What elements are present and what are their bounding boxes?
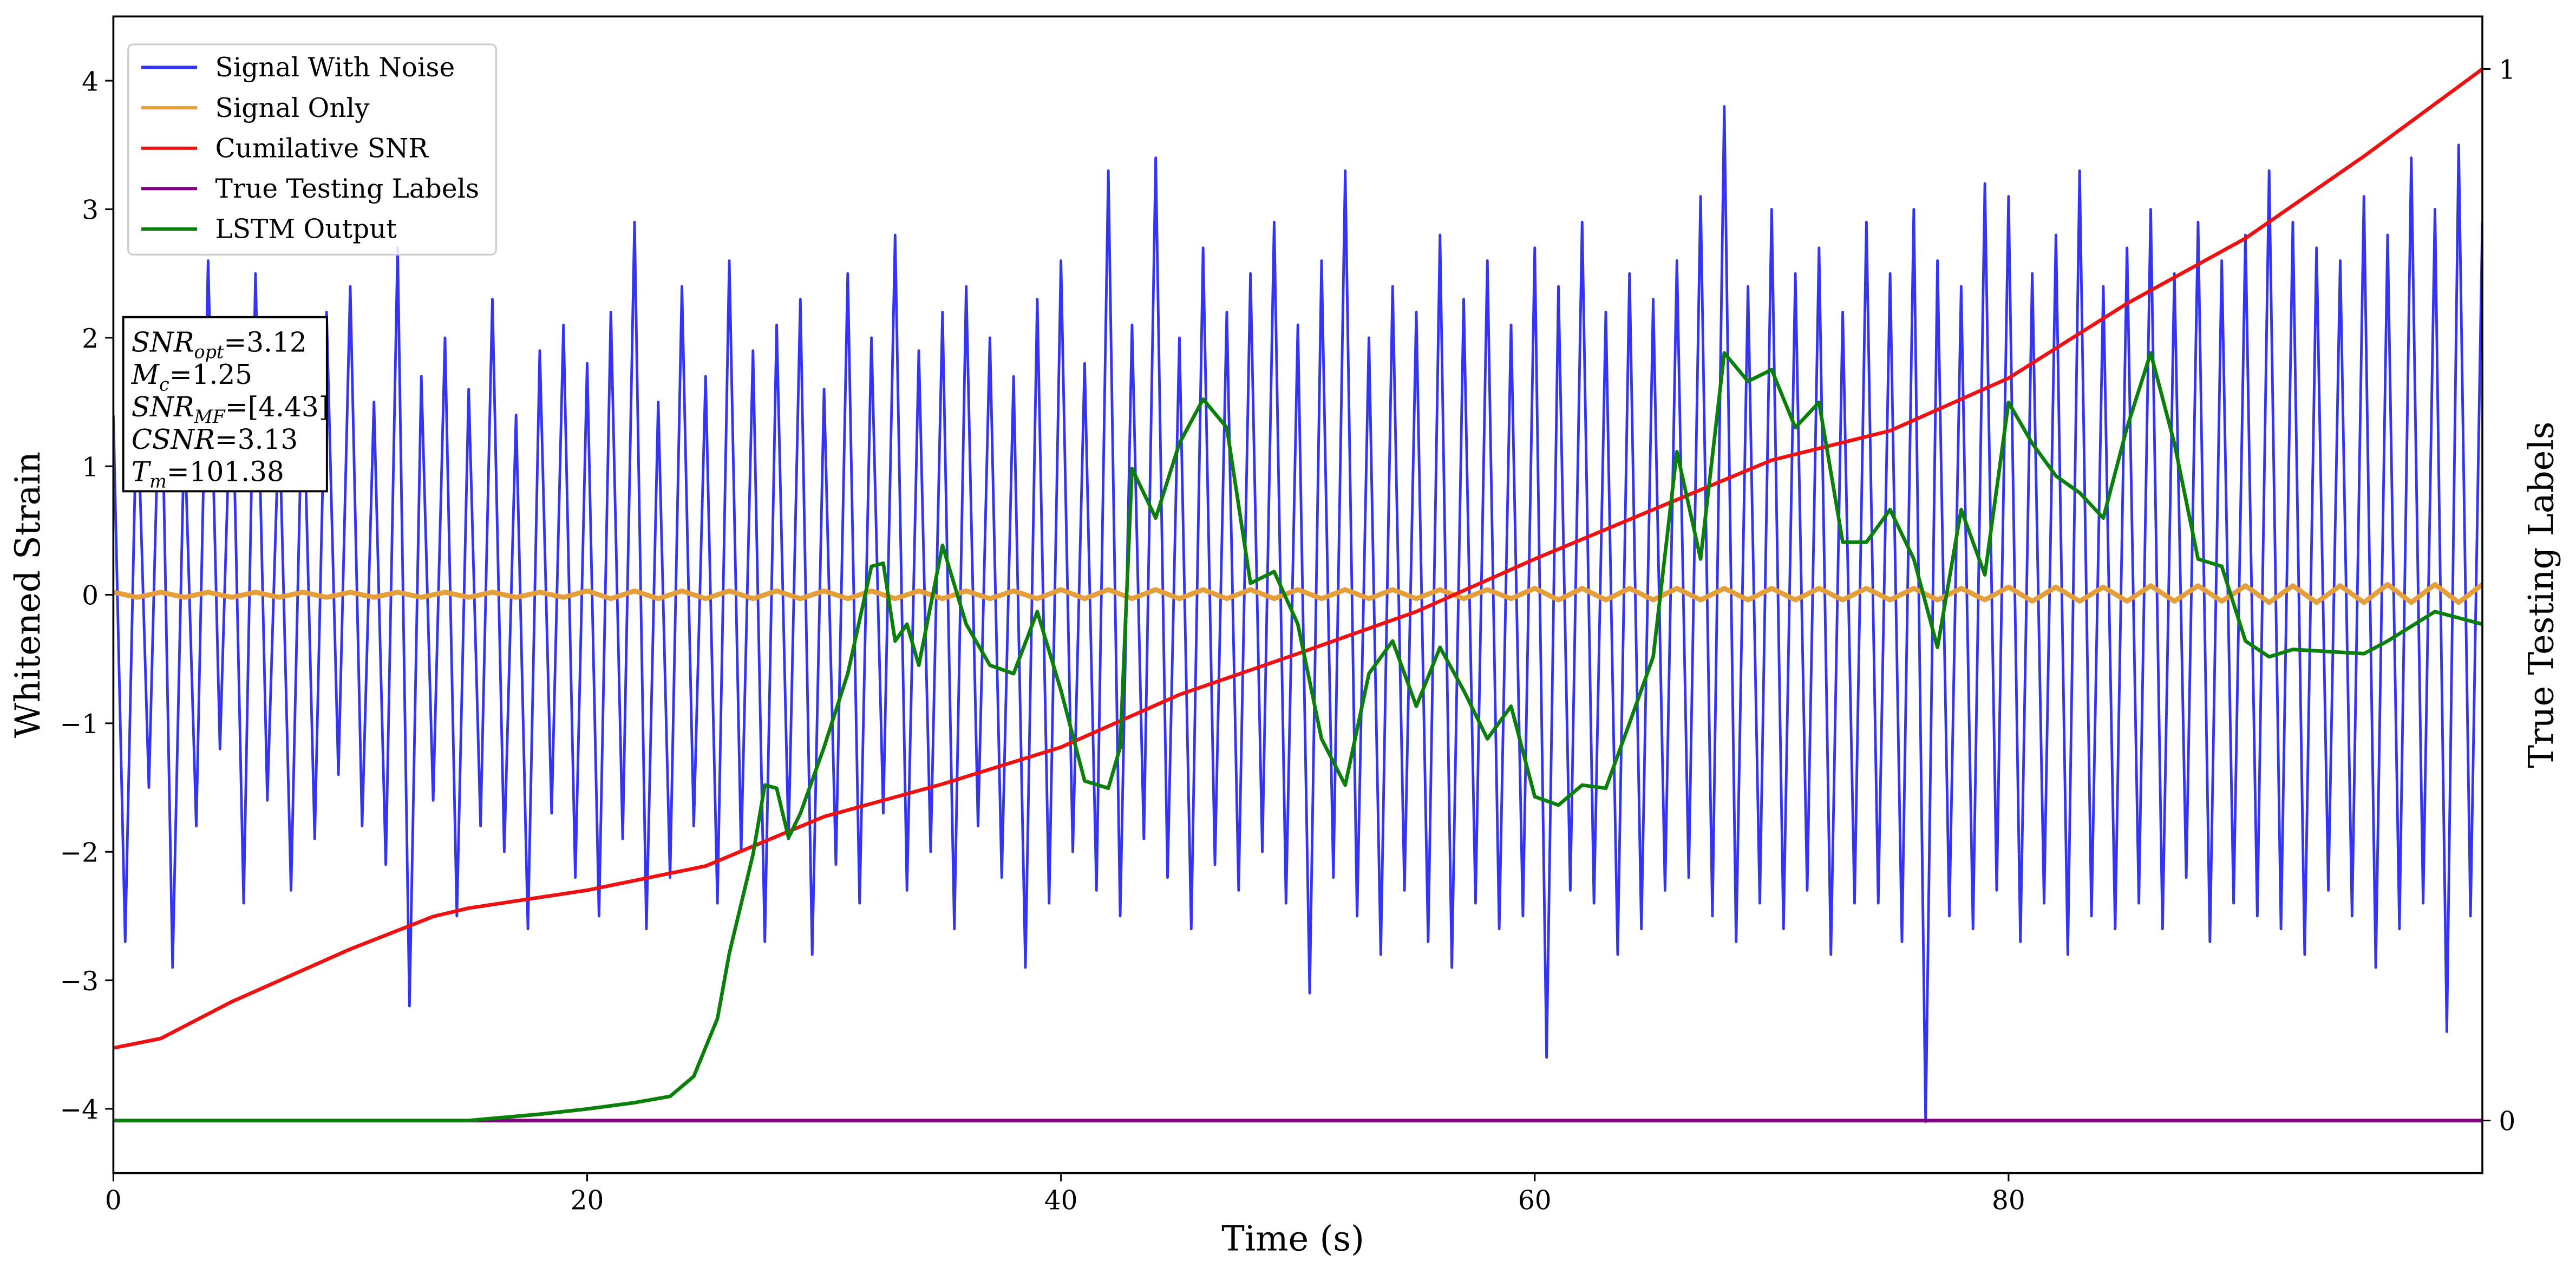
annotation: SNRopt=3.12Mc=1.25SNRMF=[4.43]CSNR=3.13T… bbox=[122, 316, 330, 493]
series-line bbox=[113, 105, 2483, 1123]
y-tick-label: 0 bbox=[82, 581, 99, 611]
annotation-symbol: CSNR bbox=[132, 424, 215, 455]
series-line bbox=[113, 351, 2483, 1122]
y2-tick-label: 1 bbox=[2499, 55, 2515, 86]
annotation-symbol: M bbox=[131, 359, 160, 390]
annotation-value: =101.38 bbox=[167, 456, 284, 488]
series-line bbox=[113, 67, 2483, 1050]
y-tick-label: −2 bbox=[60, 838, 99, 868]
legend-label: LSTM Output bbox=[215, 214, 397, 245]
legend-box bbox=[127, 43, 497, 256]
legend: Signal With Noise Signal Only Cumilative S… bbox=[127, 43, 497, 256]
annotation-subscript: c bbox=[159, 374, 169, 395]
x-tick-label: 60 bbox=[1518, 1185, 1552, 1216]
x-tick-label: 80 bbox=[1992, 1185, 2025, 1216]
legend-label: Cumilative SNR bbox=[215, 133, 429, 164]
annotation-value: =3.13 bbox=[215, 424, 298, 455]
y-tick-label: 2 bbox=[82, 324, 99, 354]
annotation-value: =1.25 bbox=[169, 359, 252, 390]
y-tick-label: −3 bbox=[60, 966, 99, 997]
annotation-symbol: SNR bbox=[132, 391, 194, 423]
annotation-box bbox=[122, 316, 328, 493]
y-tick-label: −4 bbox=[60, 1095, 99, 1125]
y-tick-label: 1 bbox=[82, 452, 99, 482]
y-tick-label: −1 bbox=[60, 709, 99, 740]
annotation-symbol: T bbox=[132, 456, 152, 488]
x-tick-label: 40 bbox=[1044, 1185, 1078, 1216]
annotation-line: Tm=101.38 bbox=[132, 456, 284, 492]
y-tick-label: 4 bbox=[82, 67, 99, 97]
annotation-value: =[4.43] bbox=[225, 391, 329, 423]
x-axis-label: Time (s) bbox=[1221, 1219, 1364, 1259]
legend-label: True Testing Labels bbox=[215, 174, 480, 204]
annotation-subscript: m bbox=[149, 471, 167, 492]
annotation-line: SNRMF=[4.43] bbox=[132, 391, 330, 427]
series-line bbox=[113, 582, 2483, 605]
y2-axis-label: True Testing Labels bbox=[2522, 422, 2562, 768]
annotation-value: =3.12 bbox=[224, 326, 306, 358]
annotation-subscript: opt bbox=[194, 342, 224, 363]
y2-tick-label: 0 bbox=[2499, 1107, 2515, 1137]
x-tick-label: 20 bbox=[571, 1185, 604, 1216]
annotation-subscript: MF bbox=[194, 406, 226, 427]
x-tick-label: 0 bbox=[105, 1185, 122, 1216]
plot-area bbox=[113, 67, 2483, 1123]
legend-label: Signal With Noise bbox=[215, 53, 455, 83]
annotation-symbol: SNR bbox=[132, 326, 194, 358]
annotation-line: SNRopt=3.12 bbox=[132, 326, 307, 362]
y-axis-label: Whitened Strain bbox=[8, 452, 48, 738]
annotation-line: Mc=1.25 bbox=[131, 359, 252, 395]
legend-label: Signal Only bbox=[215, 93, 370, 123]
y-tick-label: 3 bbox=[82, 195, 99, 226]
annotation-line: CSNR=3.13 bbox=[132, 424, 298, 455]
